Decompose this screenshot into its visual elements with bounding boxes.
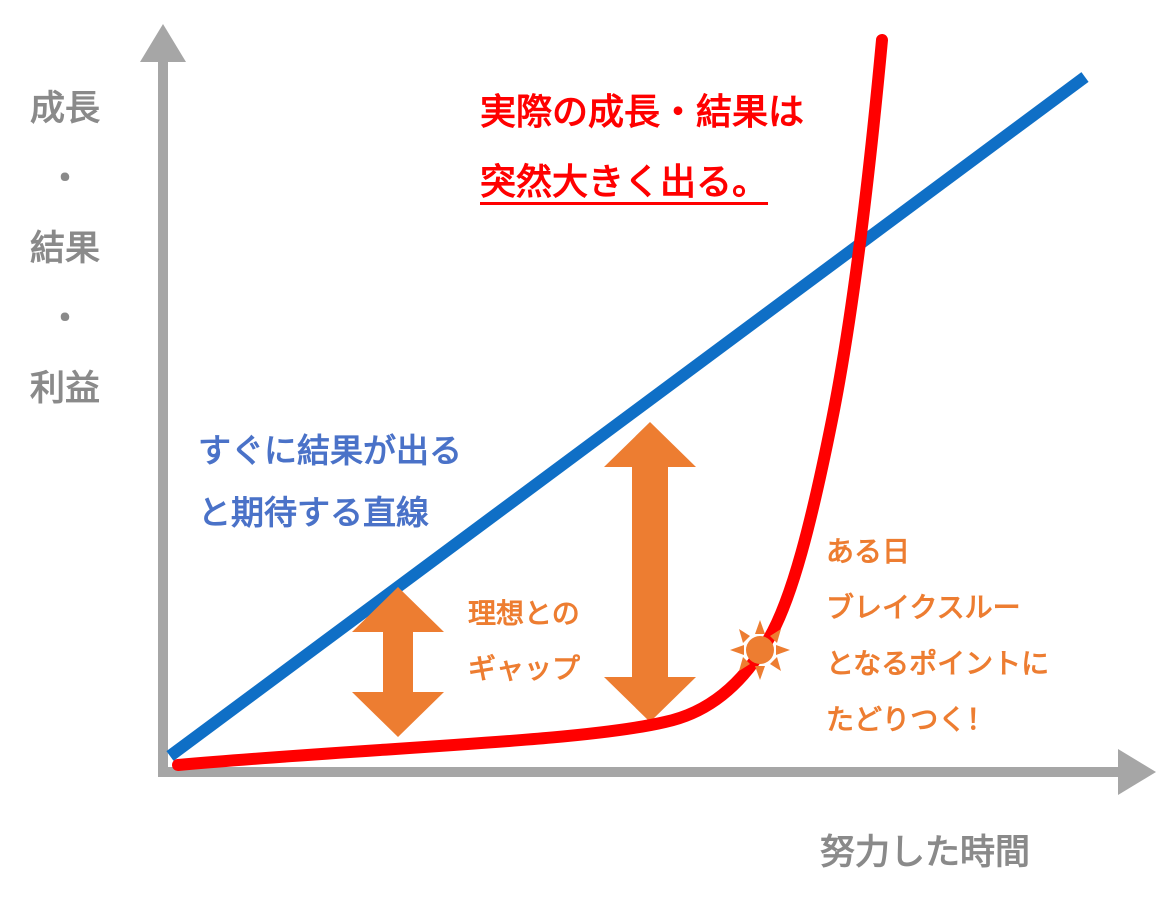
gap-caption-line-2: ギャップ xyxy=(468,652,581,685)
ideal-growth-line xyxy=(166,72,1089,761)
breakthrough-sun-icon xyxy=(730,620,790,680)
breakthrough-caption-line-3: となるポイントに xyxy=(826,647,1050,680)
y-axis-label-line-1: 成長 xyxy=(29,89,100,129)
y-axis-label-dot-2: ・ xyxy=(47,299,83,339)
ideal-line-caption-line-2: と期待する直線 xyxy=(198,493,429,532)
small-gap-arrow-icon xyxy=(352,587,444,737)
y-axis-label-line-3: 利益 xyxy=(29,369,100,409)
actual-growth-caption-line-2: 突然大きく出る。 xyxy=(480,162,769,203)
breakthrough-caption-line-4: たどりつく！ xyxy=(826,703,995,736)
x-axis-label: 努力した時間 xyxy=(820,833,1031,873)
y-axis-label-line-2: 結果 xyxy=(29,229,100,269)
breakthrough-caption-line-1: ある日 xyxy=(826,535,911,568)
gap-caption-line-1: 理想との xyxy=(468,597,580,630)
breakthrough-caption-line-2: ブレイクスルー xyxy=(826,591,1021,624)
x-axis-arrowhead xyxy=(1118,749,1156,795)
actual-growth-caption-line-1: 実際の成長・結果は xyxy=(480,92,805,133)
large-gap-arrow-icon xyxy=(604,422,696,722)
y-axis-arrowhead xyxy=(140,24,186,62)
y-axis-label-dot-1: ・ xyxy=(47,159,83,199)
ideal-line-caption-line-1: すぐに結果が出る xyxy=(198,431,462,470)
